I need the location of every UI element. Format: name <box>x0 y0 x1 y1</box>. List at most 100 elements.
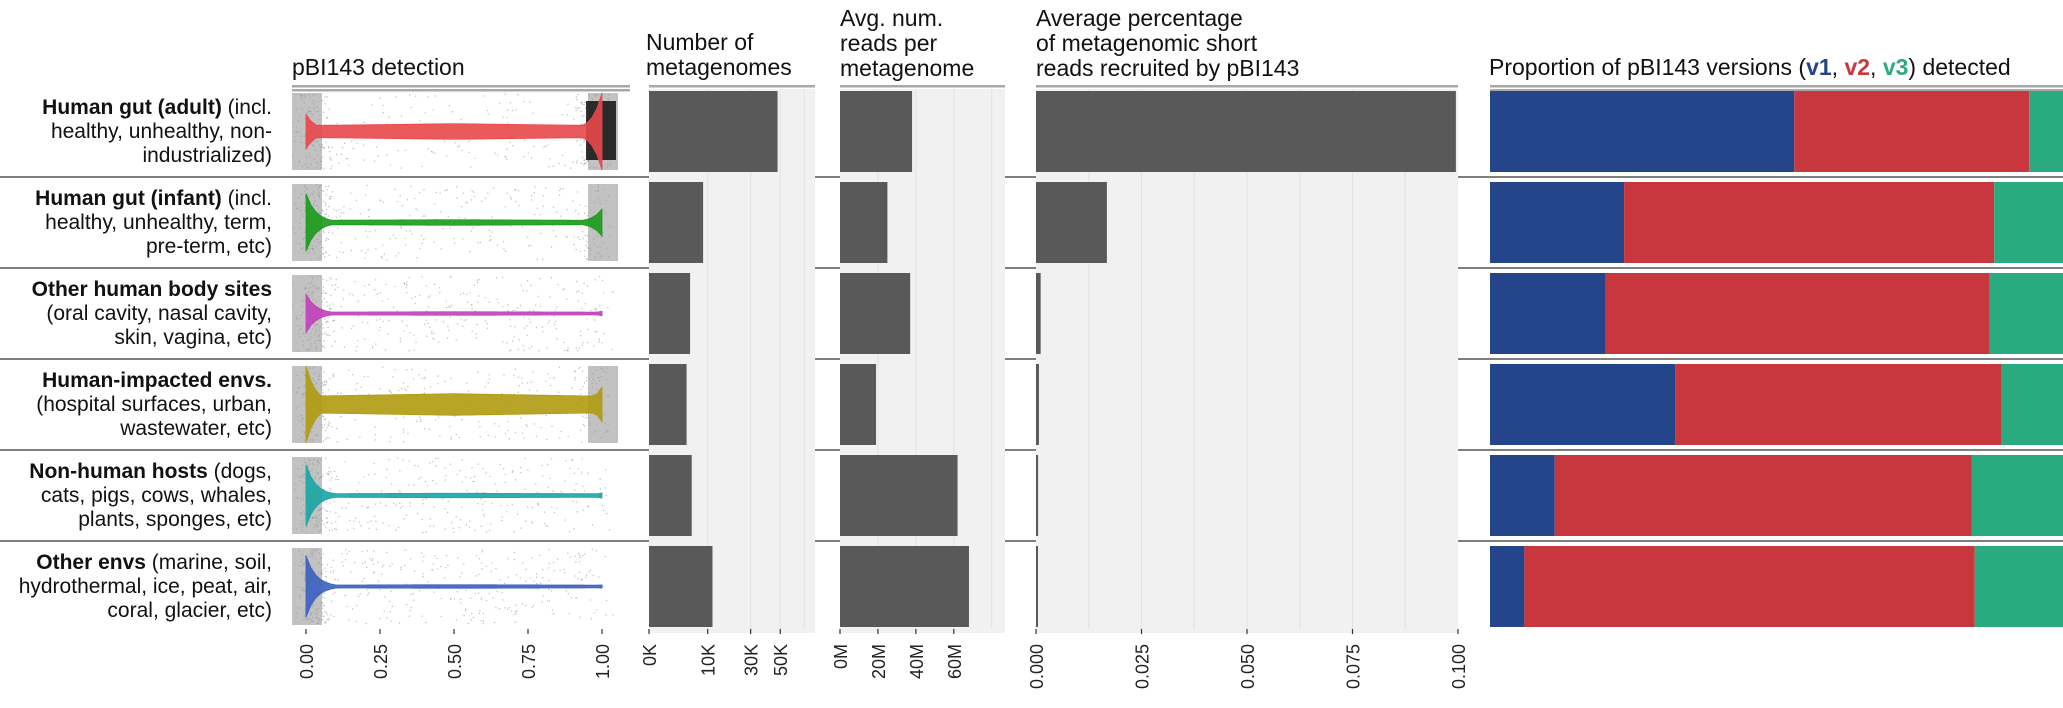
violin-jitter-point <box>577 213 580 215</box>
violin-jitter-point <box>322 440 325 442</box>
violin-jitter-point <box>394 368 396 371</box>
violin-jitter-point <box>424 112 426 114</box>
violin-jitter-point <box>422 215 424 217</box>
violin-jitter-point <box>434 319 437 321</box>
violin-jitter-point <box>392 376 394 378</box>
violin-jitter-point <box>474 157 476 159</box>
violin-jitter-point <box>400 568 402 571</box>
violin-jitter-point <box>330 307 332 310</box>
violin-jitter-point <box>374 426 376 428</box>
violin-jitter-point <box>524 488 526 491</box>
violin-jitter-point <box>562 187 564 190</box>
violin-jitter-point <box>540 582 542 584</box>
violin-jitter-point <box>405 283 407 285</box>
violin-jitter-point <box>373 550 375 552</box>
proportion-v1-segment-1 <box>1490 182 1625 263</box>
violin-jitter-point <box>495 606 497 609</box>
title-metagenomes-line2: metagenomes <box>646 54 792 80</box>
violin-jitter-point <box>531 522 534 524</box>
violin-jitter-point <box>375 146 378 148</box>
violin-jitter-point <box>374 229 376 232</box>
violin-jitter-point <box>434 95 437 97</box>
violin-jitter-point <box>577 236 579 238</box>
violin-jitter-point <box>323 216 326 218</box>
violin-jitter-point <box>422 573 424 575</box>
violin-jitter-point <box>402 428 404 431</box>
violin-jitter-point <box>328 422 331 425</box>
violin-jitter-point <box>481 551 483 553</box>
violin-jitter-point <box>383 253 386 255</box>
violin-jitter-point <box>326 320 328 323</box>
violin-jitter-point <box>350 327 353 330</box>
violin-jitter-point <box>539 232 542 235</box>
violin-jitter-point <box>544 187 547 189</box>
violin-jitter-point <box>421 276 423 278</box>
violin-jitter-point <box>498 302 500 304</box>
violin-jitter-point <box>327 334 329 336</box>
violin-jitter-point <box>331 191 334 193</box>
violin-jitter-point <box>536 502 539 504</box>
violin-jitter-point <box>466 489 468 492</box>
violin-jitter-point <box>328 619 330 621</box>
violin-jitter-point <box>459 602 462 604</box>
violin-jitter-point <box>560 430 562 433</box>
detection-tick-label-3: 0.75 <box>519 644 539 679</box>
violin-jitter-point <box>579 366 581 369</box>
violin-jitter-point <box>555 211 558 213</box>
violin-jitter-point <box>382 201 385 203</box>
violin-jitter-point <box>427 296 429 298</box>
row-label-2-rest: (oral cavity, nasal cavity, skin, vagina… <box>46 302 272 349</box>
violin-jitter-point <box>444 479 446 481</box>
violin-jitter-point <box>506 608 509 610</box>
violin-jitter-point <box>515 109 517 111</box>
violin-jitter-point <box>333 615 335 618</box>
violin-jitter-point <box>516 306 519 309</box>
violin-jitter-point <box>447 325 449 328</box>
violin-jitter-point <box>395 417 397 420</box>
violin-jitter-point <box>323 346 326 348</box>
violin-jitter-point <box>485 531 488 533</box>
violin-5 <box>305 555 603 618</box>
violin-jitter-point <box>487 434 489 437</box>
violin-jitter-point <box>574 379 576 381</box>
violin-jitter-point <box>471 190 473 192</box>
violin-jitter-point <box>371 347 374 350</box>
violin-jitter-point <box>518 205 520 207</box>
violin-jitter-point <box>357 595 360 598</box>
violin-jitter-point <box>580 335 582 337</box>
violin-jitter-point <box>321 564 324 566</box>
violin-jitter-point <box>458 216 460 219</box>
metagenomes-tick-label-3: 50K <box>771 644 791 676</box>
legend-v1: v1 <box>1806 54 1832 80</box>
violin-jitter-point <box>575 561 577 563</box>
violin-jitter-point <box>332 571 334 574</box>
violin-jitter-point <box>322 619 324 621</box>
violin-jitter-point <box>529 577 532 579</box>
violin-jitter-point <box>553 377 555 379</box>
violin-jitter-point <box>466 293 468 295</box>
violin-jitter-point <box>323 381 326 383</box>
violin-jitter-point <box>422 503 424 505</box>
violin-jitter-point <box>366 506 369 509</box>
violin-jitter-point <box>409 230 411 232</box>
violin-jitter-point <box>439 291 441 294</box>
violin-jitter-point <box>575 347 578 349</box>
violin-jitter-point <box>450 436 452 438</box>
violin-jitter-point <box>515 613 517 615</box>
violin-jitter-point <box>607 307 609 309</box>
violin-jitter-point <box>475 337 478 339</box>
violin-jitter-point <box>398 490 400 492</box>
violin-jitter-point <box>418 589 421 592</box>
violin-jitter-point <box>332 232 334 234</box>
violin-jitter-point <box>388 440 391 443</box>
violin-jitter-point <box>586 235 589 237</box>
violin-jitter-point <box>549 477 551 480</box>
violin-jitter-point <box>366 184 368 187</box>
violin-jitter-point <box>543 146 545 149</box>
violin-jitter-point <box>513 559 516 561</box>
violin-jitter-point <box>588 571 590 573</box>
violin-jitter-point <box>371 558 374 560</box>
violin-jitter-point <box>325 279 328 282</box>
violin-jitter-point <box>496 298 499 301</box>
reads-tick-label-1: 20M <box>869 644 889 679</box>
